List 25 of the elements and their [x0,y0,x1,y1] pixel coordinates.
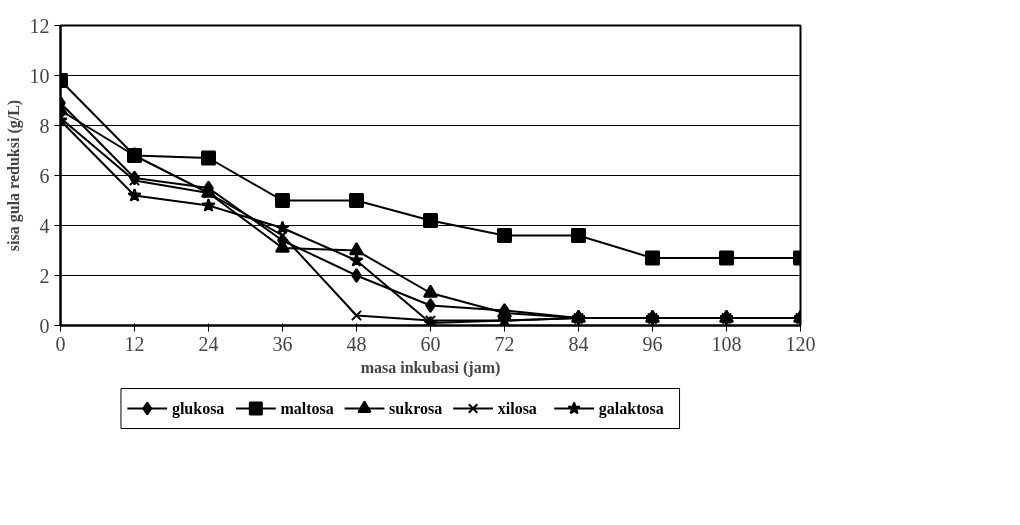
x-tick-label: 0 [55,332,66,355]
x-tick-label: 24 [198,332,219,355]
y-tick-label: 0 [39,314,50,337]
y-tick-label: 8 [39,114,50,137]
y-axis-title: sisa gula reduksi (g/L) [4,99,23,252]
x-tick-label: 96 [642,332,663,355]
y-tick-label: 2 [39,264,50,287]
x-tick-label: 48 [346,332,367,355]
y-tick-label: 6 [39,164,50,187]
legend-label: galaktosa [598,400,664,418]
x-tick-label: 108 [711,332,742,355]
x-tick-label: 120 [785,332,816,355]
x-tick-label: 72 [494,332,515,355]
y-tick-label: 12 [29,14,50,37]
y-tick-label: 10 [29,64,50,87]
x-tick-label: 12 [124,332,145,355]
y-tick-label: 4 [39,214,50,237]
legend-label: glukosa [171,400,225,418]
x-axis-title: masa inkubasi (jam) [360,358,501,377]
legend-label: maltosa [280,400,334,417]
x-tick-label: 84 [568,332,589,355]
x-tick-label: 60 [420,332,441,355]
legend-label: sukrosa [389,400,443,417]
legend-label: xilosa [497,400,537,417]
x-tick-label: 36 [272,332,293,355]
